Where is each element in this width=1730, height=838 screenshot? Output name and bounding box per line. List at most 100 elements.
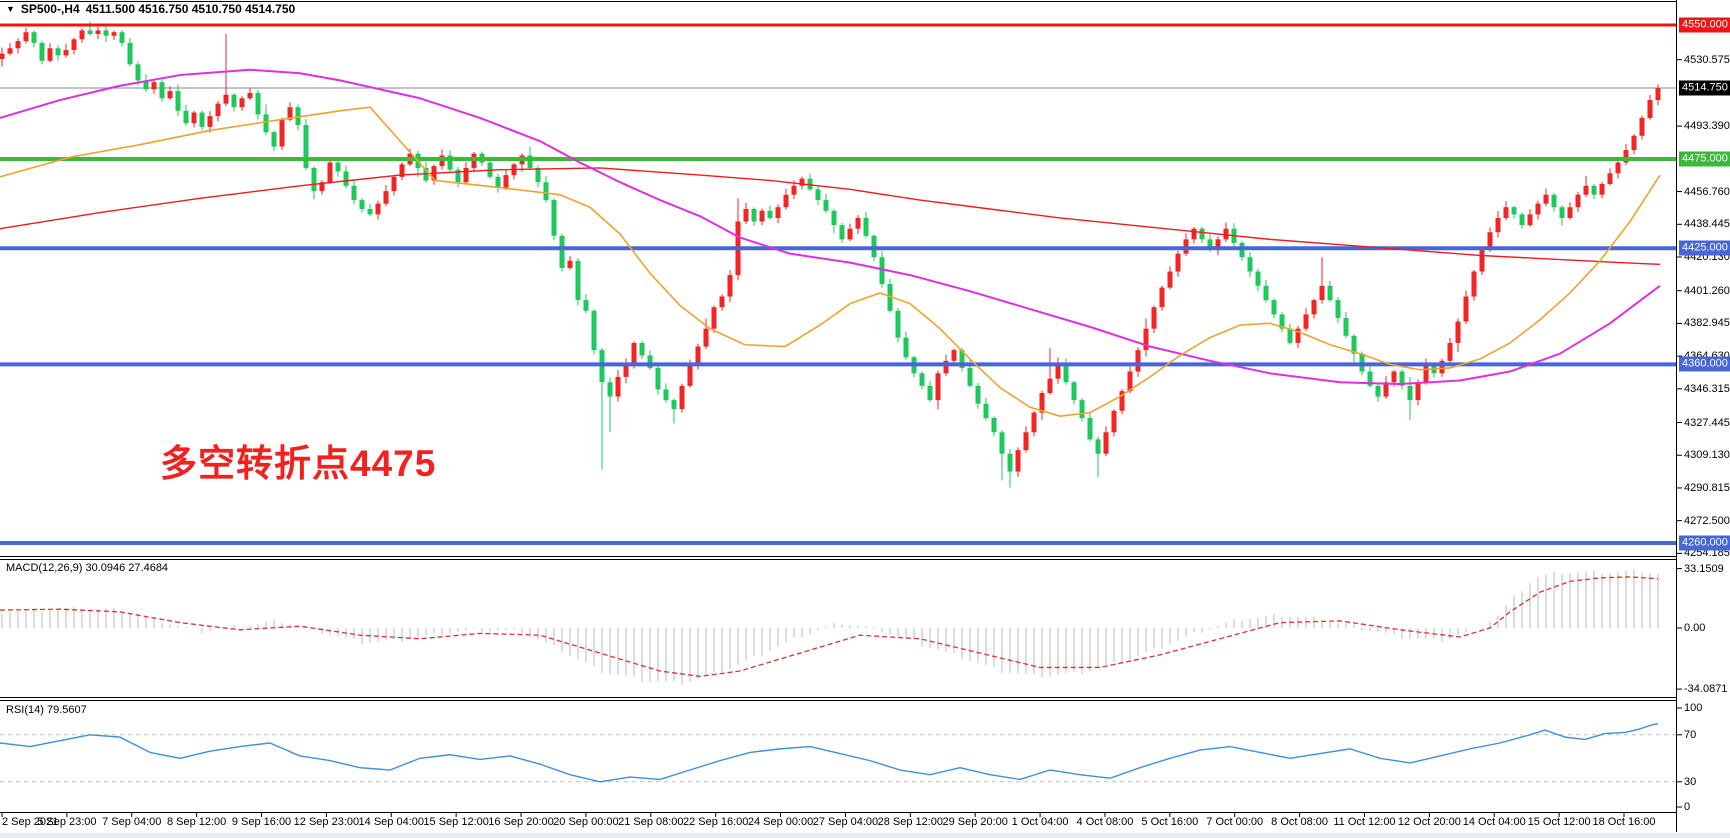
price-axis[interactable]: 4530.575 4493.390 4456.760 4438.445 4420.130… [1677, 0, 1730, 832]
candle-body [935, 373, 941, 401]
price-tick-label: 4456.760 [1684, 185, 1730, 198]
candle-body [1367, 371, 1373, 386]
candle-body [1503, 207, 1509, 218]
candle-body [943, 360, 949, 374]
candle-body [191, 112, 197, 124]
candle-body [1303, 314, 1309, 329]
candle-body [303, 125, 309, 168]
candle-body [287, 107, 293, 120]
candle-body [1039, 392, 1045, 413]
price-tick-label: 4327.445 [1684, 416, 1730, 429]
candle-body [815, 189, 821, 201]
candle-body [1535, 203, 1541, 215]
price-tick-label: 4438.445 [1684, 218, 1730, 231]
chart-ohlc-values: 4511.500 4516.750 4510.750 4514.750 [85, 2, 296, 16]
candle-body [855, 217, 861, 229]
candle-body [751, 209, 757, 222]
candle-body [927, 385, 933, 401]
candle-body [1167, 271, 1173, 288]
candle-body [775, 207, 781, 218]
time-tick-label: 7 Oct 00:00 [1206, 816, 1264, 828]
candle-body [1575, 194, 1581, 208]
rsi-tick-label: 100 [1684, 702, 1703, 714]
candle-body [399, 164, 405, 177]
candle-body [887, 284, 893, 311]
rsi-tick-label: 70 [1684, 728, 1697, 741]
candle-body [271, 132, 277, 147]
price-tick-label: 4493.390 [1684, 120, 1730, 133]
candle-body [631, 342, 637, 365]
candle-body [799, 178, 805, 186]
macd-signal-line [0, 576, 1659, 678]
candle-body [1063, 364, 1069, 383]
time-tick-label: 22 Sep 16:00 [682, 816, 749, 828]
candle-body [1599, 184, 1605, 195]
candle-body [103, 30, 109, 36]
candle-body [1375, 385, 1381, 397]
time-tick-label: 2 Sep 2021 [2, 816, 59, 828]
candle-body [919, 373, 925, 386]
candle-body [167, 91, 173, 99]
candle-body [215, 103, 221, 117]
candle-body [847, 228, 853, 240]
candle-body [119, 32, 125, 43]
candle-body [23, 32, 29, 42]
candle-body [1143, 328, 1149, 351]
candle-body [207, 116, 213, 127]
candle-body [1295, 328, 1301, 343]
candle-body [1119, 391, 1125, 411]
candle-body [1159, 287, 1165, 308]
bottom-strip [0, 833, 1730, 838]
candle-body [239, 98, 245, 108]
time-axis[interactable]: 2 Sep 2021 5 Sep 23:00 7 Sep 04:00 8 Sep 12… [0, 813, 1677, 833]
candle-body [895, 310, 901, 338]
candle-body [503, 175, 509, 188]
candle-body [295, 107, 301, 126]
time-tick-label: 20 Sep 00:00 [553, 816, 619, 828]
candle-body [1471, 271, 1477, 297]
candle-body [1647, 100, 1653, 118]
candle-body [1391, 371, 1397, 383]
candle-body [1327, 285, 1333, 301]
price-tick-label: 4309.130 [1684, 449, 1730, 462]
candle-body [655, 367, 661, 390]
candle-body [559, 235, 565, 268]
candle-body [1519, 214, 1525, 226]
candle-body [807, 178, 813, 190]
candle-body [1583, 185, 1589, 195]
candle-body [199, 112, 205, 127]
annotation-text: 多空转折点4475 [160, 443, 437, 484]
time-tick-label: 5 Sep 23:00 [37, 816, 97, 828]
candle-body [1543, 194, 1549, 204]
candle-body [327, 162, 333, 183]
candle-body [143, 80, 149, 90]
price-level-badge: 4475.000 [1679, 151, 1730, 167]
candle-body [335, 162, 341, 172]
candle-body [263, 114, 269, 133]
candle-body [447, 155, 453, 170]
candle-body [47, 48, 53, 61]
candle-body [127, 42, 133, 65]
time-tick-label: 11 Oct 12:00 [1333, 816, 1396, 828]
candle-body [1023, 432, 1029, 451]
price-tick-label: 4401.260 [1684, 284, 1730, 297]
candle-body [1127, 371, 1133, 392]
candle-body [159, 82, 165, 99]
candle-body [1263, 285, 1269, 301]
candle-body [711, 307, 717, 329]
candle-body [255, 92, 261, 115]
time-tick-label: 4 Oct 08:00 [1076, 816, 1134, 828]
candle-body [743, 209, 749, 222]
candle-body [1175, 253, 1181, 272]
candle-body [495, 176, 501, 188]
candle-body [863, 217, 869, 236]
price-level-badge: 4550.000 [1679, 17, 1730, 33]
candle-body [1279, 314, 1285, 329]
time-tick-label: 15 Sep 12:00 [423, 816, 489, 828]
candle-body [343, 171, 349, 186]
chart-dropdown-arrow-icon[interactable]: ▼ [6, 4, 15, 14]
candle-body [111, 32, 117, 36]
time-tick-label: 18 Oct 16:00 [1592, 816, 1656, 828]
candle-body [0, 53, 5, 59]
